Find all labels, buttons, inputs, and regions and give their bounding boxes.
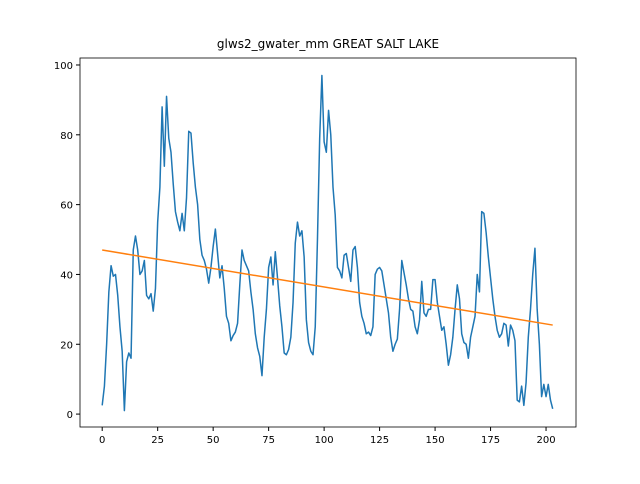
x-tick-label: 200: [536, 435, 555, 446]
data-line: [101, 74, 554, 412]
plot-frame: [79, 57, 577, 428]
x-tick-label: 50: [207, 435, 220, 446]
y-tick-label: 100: [54, 61, 73, 72]
x-tick-label: 150: [426, 435, 445, 446]
x-tick-label: 0: [99, 435, 105, 446]
chart-title: glws2_gwater_mm GREAT SALT LAKE: [217, 37, 439, 51]
y-tick-label: 60: [60, 201, 73, 212]
y-tick-label: 20: [60, 340, 73, 351]
x-tick-label: 100: [315, 435, 334, 446]
x-tick-label: 175: [481, 435, 500, 446]
x-tick-label: 125: [370, 435, 389, 446]
y-tick-label: 40: [60, 270, 73, 281]
data-line: [102, 249, 553, 326]
y-tick-label: 80: [60, 131, 73, 142]
y-tick-label: 0: [67, 410, 73, 421]
x-tick-label: 75: [262, 435, 275, 446]
x-tick-label: 25: [151, 435, 164, 446]
